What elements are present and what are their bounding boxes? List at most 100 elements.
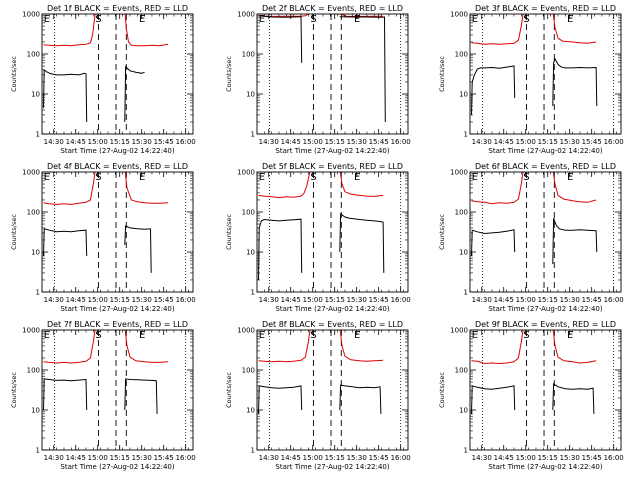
y-tick-label: 1 [251,131,255,139]
marker-s: S [95,14,101,25]
x-tick-label: 15:45 [582,454,602,462]
panel-title: Det 2f BLACK = Events, RED = LLD [262,4,403,13]
marker-e2: E [567,172,573,183]
y-axis-label: Counts/sec [225,56,233,92]
x-axis-label: Start Time (27-Aug-02 14:22:40) [60,147,174,155]
y-tick-label: 10 [246,249,255,257]
x-tick-label: 14:45 [281,454,301,462]
y-tick-label: 1 [251,447,255,455]
y-tick-label: 10 [459,91,468,99]
lld-series-segment-2 [124,14,169,47]
events-series-segment-1 [43,228,88,256]
marker-e2: E [354,172,360,183]
lld-series-segment-2 [552,14,597,44]
y-tick-label: 100 [242,209,255,217]
lld-series-segment-2 [339,172,384,197]
lld-series-segment-1 [471,14,524,45]
x-tick-label: 15:30 [347,138,367,146]
plot-frame [469,171,622,293]
x-tick-label: 16:00 [176,454,196,462]
lld-series-segment-1 [258,172,311,199]
detector-panel-6: Det 6f BLACK = Events, RED = LLD Counts/s… [438,162,624,313]
marker-e1: E [44,14,50,25]
x-tick-label: 15:15 [110,296,130,304]
y-tick-label: 100 [27,51,40,59]
marker-s: S [310,330,316,341]
x-tick-label: 16:00 [176,138,196,146]
y-tick-label: 1 [464,131,468,139]
marker-e2: E [354,330,360,341]
x-tick-label: 15:30 [347,296,367,304]
x-tick-label: 14:30 [472,454,492,462]
marker-s: S [95,172,101,183]
panel-title: Det 9f BLACK = Events, RED = LLD [475,320,616,329]
marker-e2: E [354,14,360,25]
detector-panel-1: Det 1f BLACK = Events, RED = LLD Counts/s… [10,4,196,155]
y-tick-label: 1000 [237,11,255,19]
plot-frame [256,13,409,135]
x-tick-label: 15:15 [325,454,345,462]
events-series-segment-2 [552,57,598,107]
x-tick-label: 15:15 [110,138,130,146]
panel-title: Det 7f BLACK = Events, RED = LLD [47,320,188,329]
x-tick-label: 15:30 [347,454,367,462]
y-axis-label: Counts/sec [225,372,233,408]
x-tick-label: 15:00 [516,138,536,146]
marker-e1: E [44,172,50,183]
x-tick-label: 16:00 [391,296,411,304]
x-tick-label: 15:15 [325,138,345,146]
x-tick-label: 15:30 [560,138,580,146]
marker-e2: E [567,14,573,25]
lld-series-segment-1 [471,172,524,205]
lld-series-segment-2 [124,172,169,204]
x-tick-label: 15:45 [369,138,389,146]
y-tick-label: 1000 [22,11,40,19]
x-tick-label: 15:00 [303,138,323,146]
x-tick-label: 15:00 [303,454,323,462]
x-tick-label: 15:15 [325,296,345,304]
panel-title: Det 1f BLACK = Events, RED = LLD [47,4,188,13]
y-tick-label: 100 [242,51,255,59]
x-axis-label: Start Time (27-Aug-02 14:22:40) [488,147,602,155]
detector-panel-3: Det 3f BLACK = Events, RED = LLD Counts/s… [438,4,624,155]
y-tick-label: 100 [455,209,468,217]
x-tick-label: 16:00 [604,454,624,462]
x-tick-label: 15:30 [560,296,580,304]
y-tick-label: 10 [246,91,255,99]
plot-frame [41,329,194,451]
y-tick-label: 10 [31,249,40,257]
marker-e2: E [139,14,145,25]
panel-title: Det 3f BLACK = Events, RED = LLD [475,4,616,13]
events-series-segment-2 [552,218,598,265]
panel-title: Det 4f BLACK = Events, RED = LLD [47,162,188,171]
x-tick-label: 14:30 [472,138,492,146]
panel-title: Det 8f BLACK = Events, RED = LLD [262,320,403,329]
marker-s: S [523,172,529,183]
marker-s: S [523,14,529,25]
y-axis-label: Counts/sec [438,214,446,250]
events-series-segment-1 [43,378,88,411]
x-tick-label: 15:45 [154,296,174,304]
x-tick-label: 15:15 [110,454,130,462]
x-tick-label: 15:00 [88,296,108,304]
y-tick-label: 1 [251,289,255,297]
y-tick-label: 1000 [450,11,468,19]
y-tick-label: 1000 [237,327,255,335]
x-axis-label: Start Time (27-Aug-02 14:22:40) [275,463,389,471]
events-series-segment-1 [471,229,516,256]
marker-s: S [310,172,316,183]
lld-series-segment-1 [258,330,311,363]
x-tick-label: 15:30 [132,296,152,304]
x-tick-label: 15:45 [582,296,602,304]
y-tick-label: 1000 [237,169,255,177]
y-tick-label: 1000 [22,327,40,335]
y-tick-label: 100 [455,51,468,59]
lld-series-segment-2 [339,330,384,362]
plot-frame [469,13,622,135]
x-tick-label: 15:15 [538,454,558,462]
marker-s: S [95,330,101,341]
x-tick-label: 15:15 [538,138,558,146]
marker-e2: E [139,172,145,183]
x-axis-label: Start Time (27-Aug-02 14:22:40) [60,463,174,471]
